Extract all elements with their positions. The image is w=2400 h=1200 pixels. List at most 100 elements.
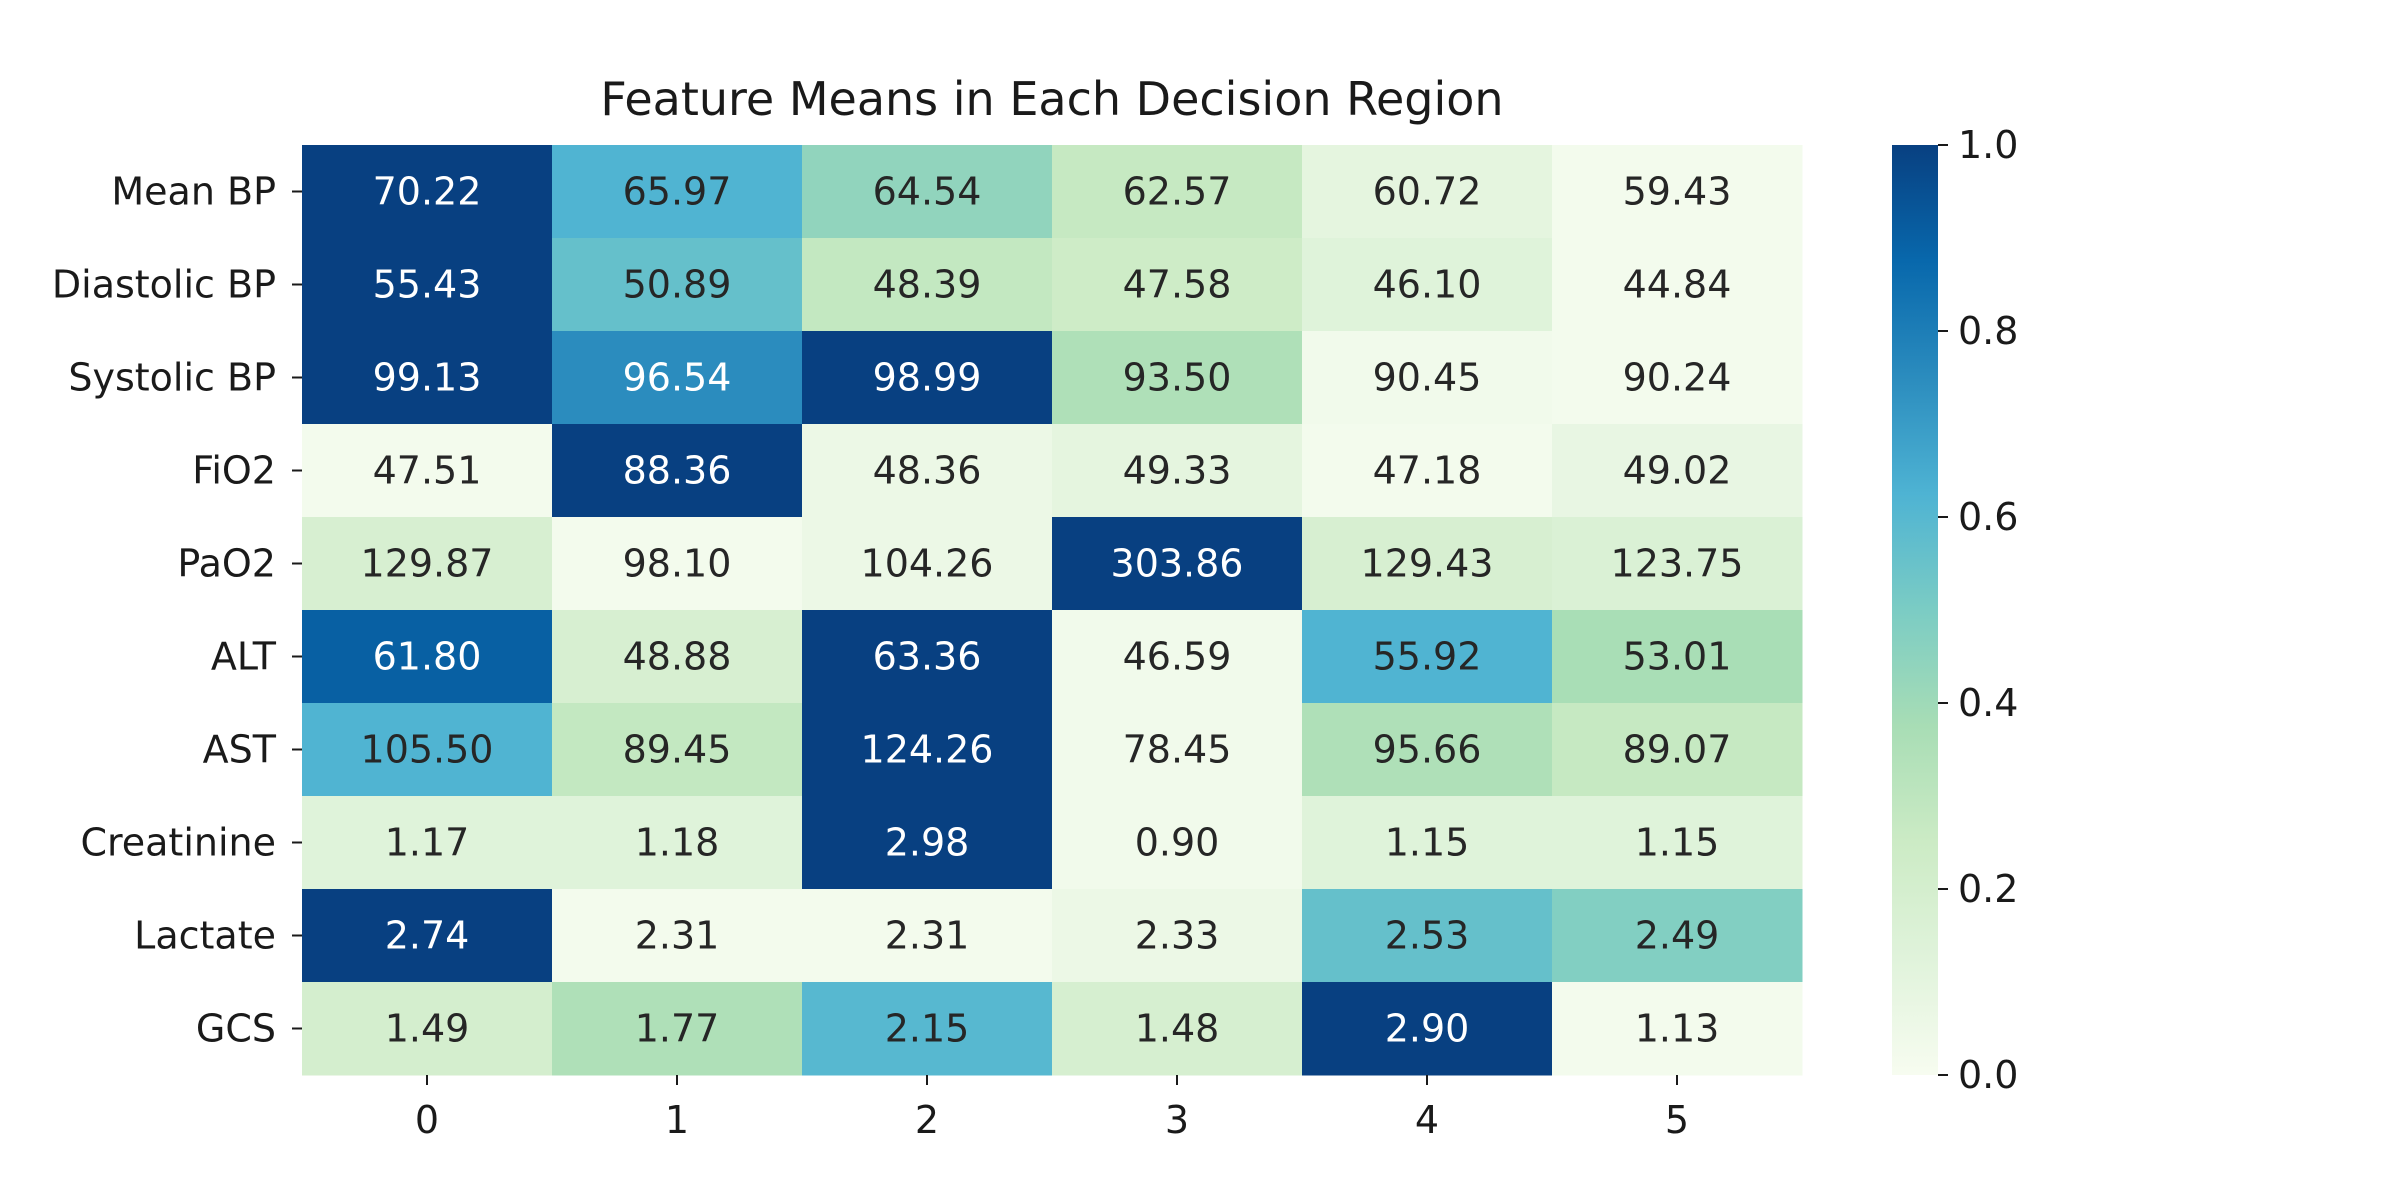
row-axis: Mean BP Diastolic BP Systolic BP FiO2 PaO2 AL… <box>52 170 302 1051</box>
heatmap-cell-label: 1.15 <box>1635 821 1720 865</box>
row-label: AST <box>203 728 277 772</box>
heatmap-cell-label: 48.88 <box>623 635 732 679</box>
heatmap-cell-label: 99.13 <box>373 356 482 400</box>
colorbar-tick-label: 0.8 <box>1958 309 2018 353</box>
heatmap-cell <box>302 331 553 425</box>
row-label: GCS <box>196 1007 276 1051</box>
heatmap-cell-label: 60.72 <box>1373 170 1482 214</box>
heatmap-cell-label: 49.33 <box>1123 449 1232 493</box>
column-label: 2 <box>915 1098 939 1142</box>
heatmap-cell <box>1302 982 1553 1076</box>
column-label: 0 <box>415 1098 439 1142</box>
heatmap-cell-label: 1.48 <box>1135 1007 1220 1051</box>
heatmap-cell-label: 47.58 <box>1123 263 1232 307</box>
heatmap-cell <box>1552 610 1803 704</box>
row-label: FiO2 <box>192 449 276 493</box>
heatmap-cell <box>302 517 553 611</box>
heatmap-cell-label: 1.13 <box>1635 1007 1720 1051</box>
row-label: PaO2 <box>177 542 276 586</box>
heatmap-cell <box>1552 982 1803 1076</box>
heatmap-cell <box>1052 517 1303 611</box>
heatmap-cell <box>302 703 553 797</box>
heatmap-cell <box>302 796 553 890</box>
heatmap-cell-label: 65.97 <box>623 170 732 214</box>
colorbar-tick-label: 0.4 <box>1958 681 2018 725</box>
heatmap-cell <box>1302 517 1553 611</box>
heatmap-cell <box>552 889 803 983</box>
heatmap-cell-label: 98.99 <box>873 356 982 400</box>
heatmap-cell-label: 90.24 <box>1623 356 1732 400</box>
heatmap-cell <box>302 424 553 518</box>
heatmap-cell <box>302 145 553 239</box>
column-label: 3 <box>1165 1098 1189 1142</box>
colorbar-tick-label: 1.0 <box>1958 123 2018 167</box>
heatmap-cell <box>1052 703 1303 797</box>
heatmap-cell-label: 1.17 <box>385 821 470 865</box>
heatmap-cell-label: 89.45 <box>623 728 732 772</box>
heatmap-cell-label: 105.50 <box>361 728 494 772</box>
row-label: Systolic BP <box>68 356 276 400</box>
heatmap-cell-label: 104.26 <box>861 542 994 586</box>
row-label: ALT <box>211 635 277 679</box>
heatmap-cell-label: 46.59 <box>1123 635 1232 679</box>
colorbar-gradient <box>1892 145 1938 1075</box>
heatmap-cell-label: 2.98 <box>885 821 970 865</box>
heatmap-cell-label: 1.77 <box>635 1007 720 1051</box>
heatmap-cell-label: 93.50 <box>1123 356 1232 400</box>
heatmap-cell-label: 78.45 <box>1123 728 1232 772</box>
heatmap-cell-label: 124.26 <box>861 728 994 772</box>
heatmap-cell-label: 47.51 <box>373 449 482 493</box>
heatmap-cell-label: 2.74 <box>385 914 470 958</box>
heatmap-cell <box>1552 145 1803 239</box>
colorbar: 0.0 0.2 0.4 0.6 0.8 1.0 <box>1892 123 2018 1097</box>
heatmap-cell <box>1302 238 1553 332</box>
heatmap-cell-label: 95.66 <box>1373 728 1482 772</box>
heatmap-cell-label: 64.54 <box>873 170 982 214</box>
row-label: Lactate <box>134 914 276 958</box>
heatmap-cell <box>1302 796 1553 890</box>
heatmap-cell-label: 2.49 <box>1635 914 1720 958</box>
heatmap-cell <box>1552 796 1803 890</box>
heatmap-cell <box>1302 331 1553 425</box>
heatmap-cell-label: 123.75 <box>1611 542 1744 586</box>
heatmap-cell-label: 96.54 <box>623 356 732 400</box>
heatmap-cell <box>302 982 553 1076</box>
heatmap-cell-label: 70.22 <box>373 170 482 214</box>
column-axis: 0 1 2 3 4 5 <box>415 1075 1689 1142</box>
heatmap-cell-label: 61.80 <box>373 635 482 679</box>
heatmap-cell <box>1552 238 1803 332</box>
heatmap-cell-label: 1.18 <box>635 821 720 865</box>
heatmap-cell-label: 53.01 <box>1623 635 1732 679</box>
heatmap-cell <box>552 331 803 425</box>
heatmap-cell <box>1302 145 1553 239</box>
heatmap-cell <box>1552 331 1803 425</box>
heatmap-cell <box>1552 703 1803 797</box>
heatmap-cell-label: 2.33 <box>1135 914 1220 958</box>
heatmap-cell <box>552 703 803 797</box>
heatmap-cell <box>802 238 1053 332</box>
heatmap-cell <box>302 889 553 983</box>
heatmap-cell <box>802 424 1053 518</box>
heatmap-cell <box>802 982 1053 1076</box>
chart-title: Feature Means in Each Decision Region <box>600 72 1503 126</box>
heatmap-cell-label: 62.57 <box>1123 170 1232 214</box>
heatmap-cell <box>802 703 1053 797</box>
colorbar-tick-label: 0.0 <box>1958 1053 2018 1097</box>
heatmap-cell <box>802 331 1053 425</box>
heatmap-cell <box>802 610 1053 704</box>
heatmap-cell <box>552 517 803 611</box>
heatmap-cell-label: 55.92 <box>1373 635 1482 679</box>
colorbar-tick-label: 0.6 <box>1958 495 2018 539</box>
heatmap-cell <box>1052 424 1303 518</box>
heatmap-cell <box>1052 982 1303 1076</box>
row-label: Diastolic BP <box>52 263 276 307</box>
heatmap-cell <box>1052 238 1303 332</box>
heatmap-cell <box>552 796 803 890</box>
heatmap-cell-label: 44.84 <box>1623 263 1732 307</box>
column-label: 1 <box>665 1098 689 1142</box>
heatmap-cell-label: 48.39 <box>873 263 982 307</box>
heatmap-cell <box>1052 796 1303 890</box>
heatmap-cell <box>802 889 1053 983</box>
row-label: Mean BP <box>111 170 276 214</box>
